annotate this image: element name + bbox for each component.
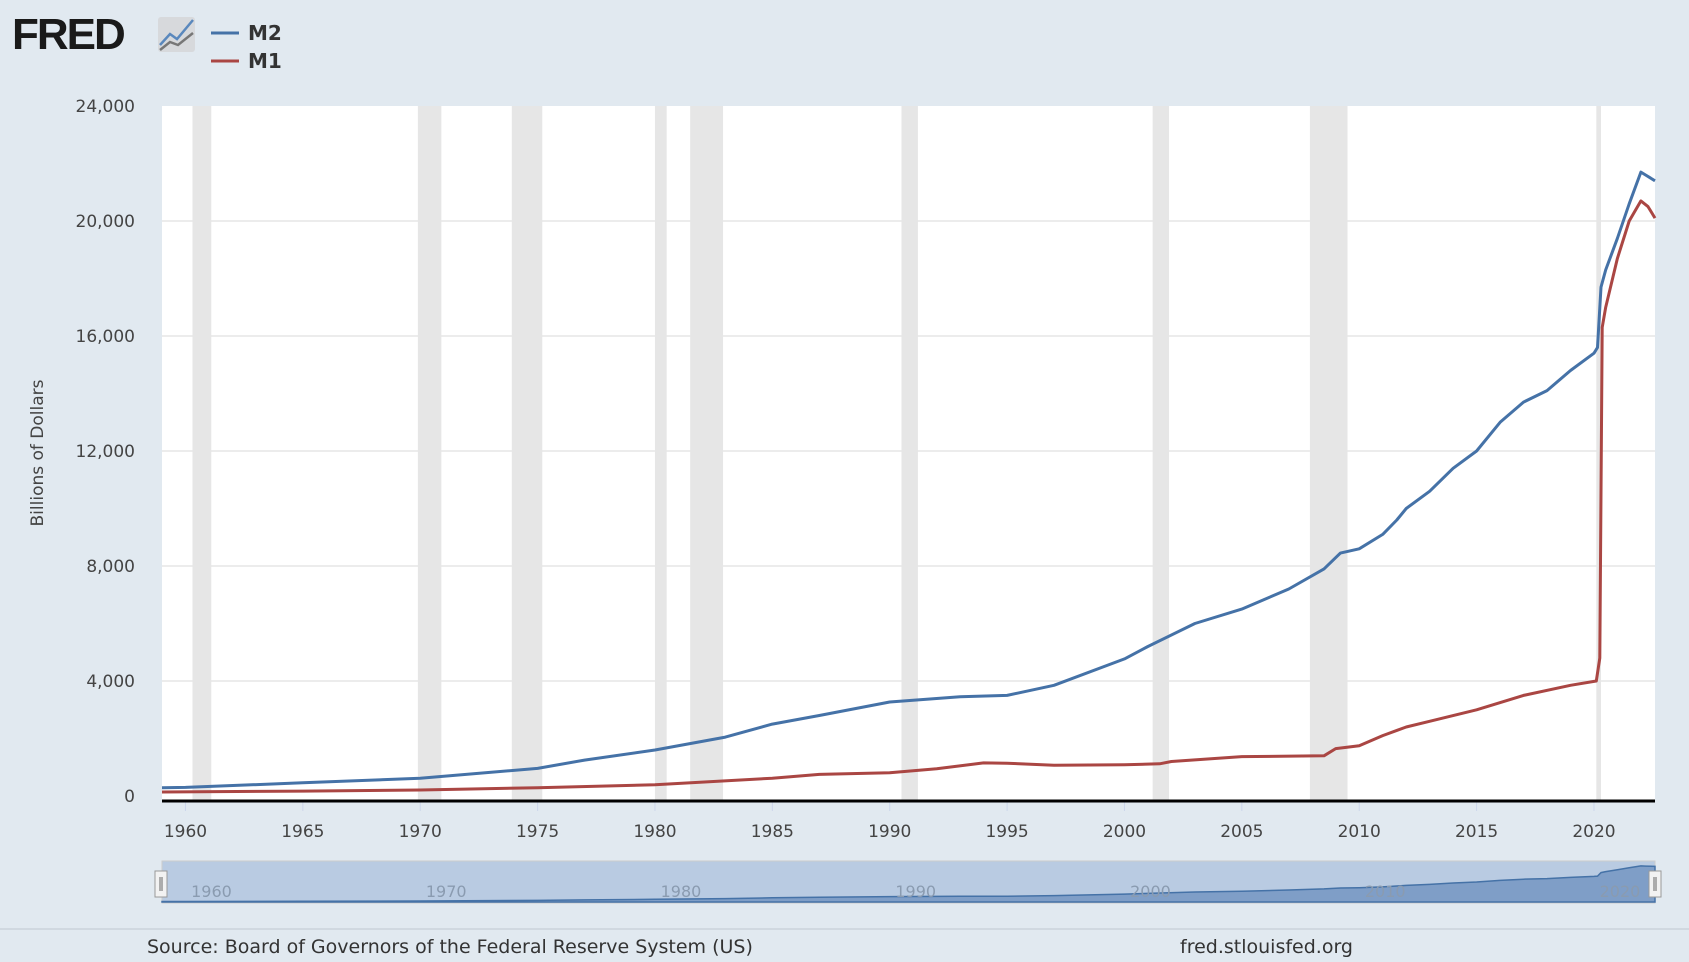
- navigator-label: 1980: [661, 882, 702, 901]
- navigator-label: 1960: [191, 882, 232, 901]
- x-tick-label: 1965: [281, 822, 324, 842]
- legend: M2 M1: [211, 21, 282, 73]
- x-tick-label: 2005: [1220, 822, 1263, 842]
- site-link[interactable]: fred.stlouisfed.org: [1180, 936, 1353, 958]
- y-tick-label: 8,000: [86, 557, 135, 577]
- y-tick-label: 20,000: [76, 212, 135, 232]
- recession-band: [192, 106, 212, 800]
- navigator-label: 2010: [1365, 882, 1406, 901]
- x-tick-label: 1970: [399, 822, 442, 842]
- y-tick-label: 24,000: [76, 97, 135, 117]
- recession-band: [1309, 106, 1348, 800]
- recession-band: [417, 106, 442, 800]
- recession-band: [1596, 106, 1602, 800]
- y-tick-label: 16,000: [76, 327, 135, 347]
- x-tick-label: 2000: [1103, 822, 1146, 842]
- x-tick-label: 1980: [633, 822, 676, 842]
- y-tick-label: 0: [124, 787, 135, 807]
- legend-label: M2: [248, 21, 282, 45]
- x-tick-label: 1960: [164, 822, 207, 842]
- legend-label: M1: [248, 49, 282, 73]
- series-line-m1: [161, 199, 1657, 794]
- fred-logo[interactable]: FRED: [12, 10, 195, 59]
- x-tick-label: 2015: [1455, 822, 1498, 842]
- recession-band: [1152, 106, 1170, 800]
- recession-band: [511, 106, 543, 800]
- x-tick-label: 1975: [516, 822, 559, 842]
- logo-text: FRED: [12, 10, 124, 59]
- legend-item-m2[interactable]: M2: [211, 21, 282, 45]
- navigator-label: 1970: [426, 882, 467, 901]
- x-tick-label: 2020: [1572, 822, 1615, 842]
- x-tick-label: 1985: [751, 822, 794, 842]
- x-tick-label: 1990: [868, 822, 911, 842]
- range-navigator[interactable]: 1960 1970 1980 1990 2000 2010 2020: [154, 860, 1662, 904]
- navigator-label: 1990: [895, 882, 936, 901]
- x-tick-label: 1995: [985, 822, 1028, 842]
- series-line-m2: [161, 170, 1656, 790]
- chart-trend-icon: [158, 17, 195, 52]
- recession-band: [901, 106, 918, 800]
- y-tick-label: 4,000: [86, 672, 135, 692]
- navigator-label: 2000: [1130, 882, 1171, 901]
- recession-band: [654, 106, 667, 800]
- navigator-handle-right[interactable]: [1648, 870, 1662, 898]
- recession-band: [690, 106, 724, 800]
- y-axis-label: Billions of Dollars: [28, 379, 48, 526]
- navigator-series: [161, 865, 1656, 903]
- y-tick-label: 12,000: [76, 442, 135, 462]
- legend-item-m1[interactable]: M1: [211, 49, 282, 73]
- navigator-handle-left[interactable]: [154, 870, 168, 898]
- navigator-label: 2020: [1600, 882, 1641, 901]
- source-text: Source: Board of Governors of the Federa…: [147, 936, 753, 958]
- x-tick-label: 2010: [1338, 822, 1381, 842]
